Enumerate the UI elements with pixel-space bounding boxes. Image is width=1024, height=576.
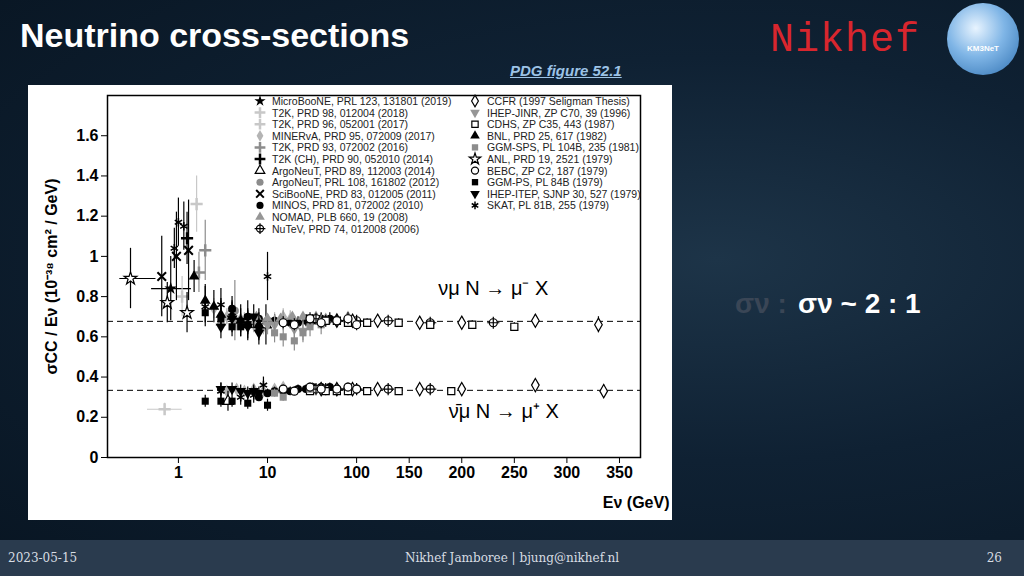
svg-text:NOMAD, PLB 660, 19 (2008): NOMAD, PLB 660, 19 (2008) xyxy=(272,211,408,223)
svg-text:T2K, PRD 96, 052001 (2017): T2K, PRD 96, 052001 (2017) xyxy=(272,118,408,130)
svg-text:NuTeV, PRD 74, 012008 (2006): NuTeV, PRD 74, 012008 (2006) xyxy=(272,223,419,235)
svg-text:MicroBooNE, PRL 123, 131801 (2: MicroBooNE, PRL 123, 131801 (2019) xyxy=(272,95,451,107)
html-text:σν ~ 2 : 1: σν ~ 2 : 1 xyxy=(798,288,921,319)
html-text:Nikhef: Nikhef xyxy=(770,18,920,63)
html-text:2023-05-15: 2023-05-15 xyxy=(8,551,78,565)
html-text:26: 26 xyxy=(986,551,1002,565)
svg-text:350: 350 xyxy=(606,464,633,481)
svg-text:CCFR (1997 Seligman Thesis): CCFR (1997 Seligman Thesis) xyxy=(487,95,630,107)
svg-text:0.2: 0.2 xyxy=(76,408,98,425)
svg-text:IHEP-ITEP, SJNP 30, 527 (1979): IHEP-ITEP, SJNP 30, 527 (1979) xyxy=(487,188,641,200)
svg-text:Eν (GeV): Eν (GeV) xyxy=(603,494,670,511)
svg-text:σCC / Eν (10⁻³⁸ cm² / GeV): σCC / Eν (10⁻³⁸ cm² / GeV) xyxy=(43,179,60,375)
svg-text:0.8: 0.8 xyxy=(76,288,98,305)
svg-text:IHEP-JINR, ZP C70, 39 (1996): IHEP-JINR, ZP C70, 39 (1996) xyxy=(487,107,630,119)
svg-text:MINERvA, PRD 95, 072009 (2017): MINERvA, PRD 95, 072009 (2017) xyxy=(272,130,435,142)
svg-text:T2K (CH), PRD 90, 052010 (2014: T2K (CH), PRD 90, 052010 (2014) xyxy=(272,153,433,165)
svg-text:1: 1 xyxy=(90,248,99,265)
svg-text:100: 100 xyxy=(343,464,370,481)
svg-text:νμ N → μ⁻ X: νμ N → μ⁻ X xyxy=(438,277,548,299)
svg-text:BNL, PRD 25, 617 (1982): BNL, PRD 25, 617 (1982) xyxy=(487,130,607,142)
svg-text:150: 150 xyxy=(396,464,423,481)
html-text:Nikhef Jamboree | bjung@nikhef: Nikhef Jamboree | bjung@nikhef.nl xyxy=(404,551,620,565)
svg-text:1: 1 xyxy=(174,464,183,481)
svg-text:0: 0 xyxy=(90,449,99,466)
svg-text:GGM-SPS, PL 104B, 235 (1981): GGM-SPS, PL 104B, 235 (1981) xyxy=(487,141,639,153)
svg-text:0.6: 0.6 xyxy=(76,328,98,345)
svg-text:T2K, PRD 93, 072002 (2016): T2K, PRD 93, 072002 (2016) xyxy=(272,141,408,153)
svg-text:SciBooNE, PRD 83, 012005 (2011: SciBooNE, PRD 83, 012005 (2011) xyxy=(272,188,436,200)
svg-text:ν̄μ N → μ⁺ X: ν̄μ N → μ⁺ X xyxy=(449,400,559,422)
html-text:PDG figure 52.1: PDG figure 52.1 xyxy=(510,62,622,79)
svg-text:SKAT, PL 81B, 255 (1979): SKAT, PL 81B, 255 (1979) xyxy=(487,199,609,211)
svg-text:MINOS, PRD 81, 072002 (2010): MINOS, PRD 81, 072002 (2010) xyxy=(272,199,423,211)
svg-text:1.2: 1.2 xyxy=(76,207,98,224)
html-text:σν :: σν : xyxy=(735,288,787,319)
html-text:KM3NeT: KM3NeT xyxy=(967,44,999,53)
svg-text:1.6: 1.6 xyxy=(76,127,98,144)
svg-text:ArgoNeuT, PRD 89, 112003 (2014: ArgoNeuT, PRD 89, 112003 (2014) xyxy=(272,165,435,177)
svg-text:10: 10 xyxy=(259,464,277,481)
svg-text:GGM-PS, PL 84B (1979): GGM-PS, PL 84B (1979) xyxy=(487,176,603,188)
svg-text:ArgoNeuT, PRL 108, 161802 (201: ArgoNeuT, PRL 108, 161802 (2012) xyxy=(272,176,439,188)
svg-text:0.4: 0.4 xyxy=(76,368,98,385)
svg-text:CDHS, ZP C35, 443 (1987): CDHS, ZP C35, 443 (1987) xyxy=(487,118,615,130)
html-text:Neutrino cross-sections: Neutrino cross-sections xyxy=(20,16,410,54)
svg-text:200: 200 xyxy=(448,464,475,481)
svg-text:1.4: 1.4 xyxy=(76,167,98,184)
svg-text:BEBC, ZP C2, 187 (1979): BEBC, ZP C2, 187 (1979) xyxy=(487,165,608,177)
svg-text:T2K, PRD 98, 012004 (2018): T2K, PRD 98, 012004 (2018) xyxy=(272,107,408,119)
svg-text:250: 250 xyxy=(501,464,528,481)
svg-text:300: 300 xyxy=(554,464,581,481)
svg-text:ANL, PRD 19, 2521 (1979): ANL, PRD 19, 2521 (1979) xyxy=(487,153,613,165)
